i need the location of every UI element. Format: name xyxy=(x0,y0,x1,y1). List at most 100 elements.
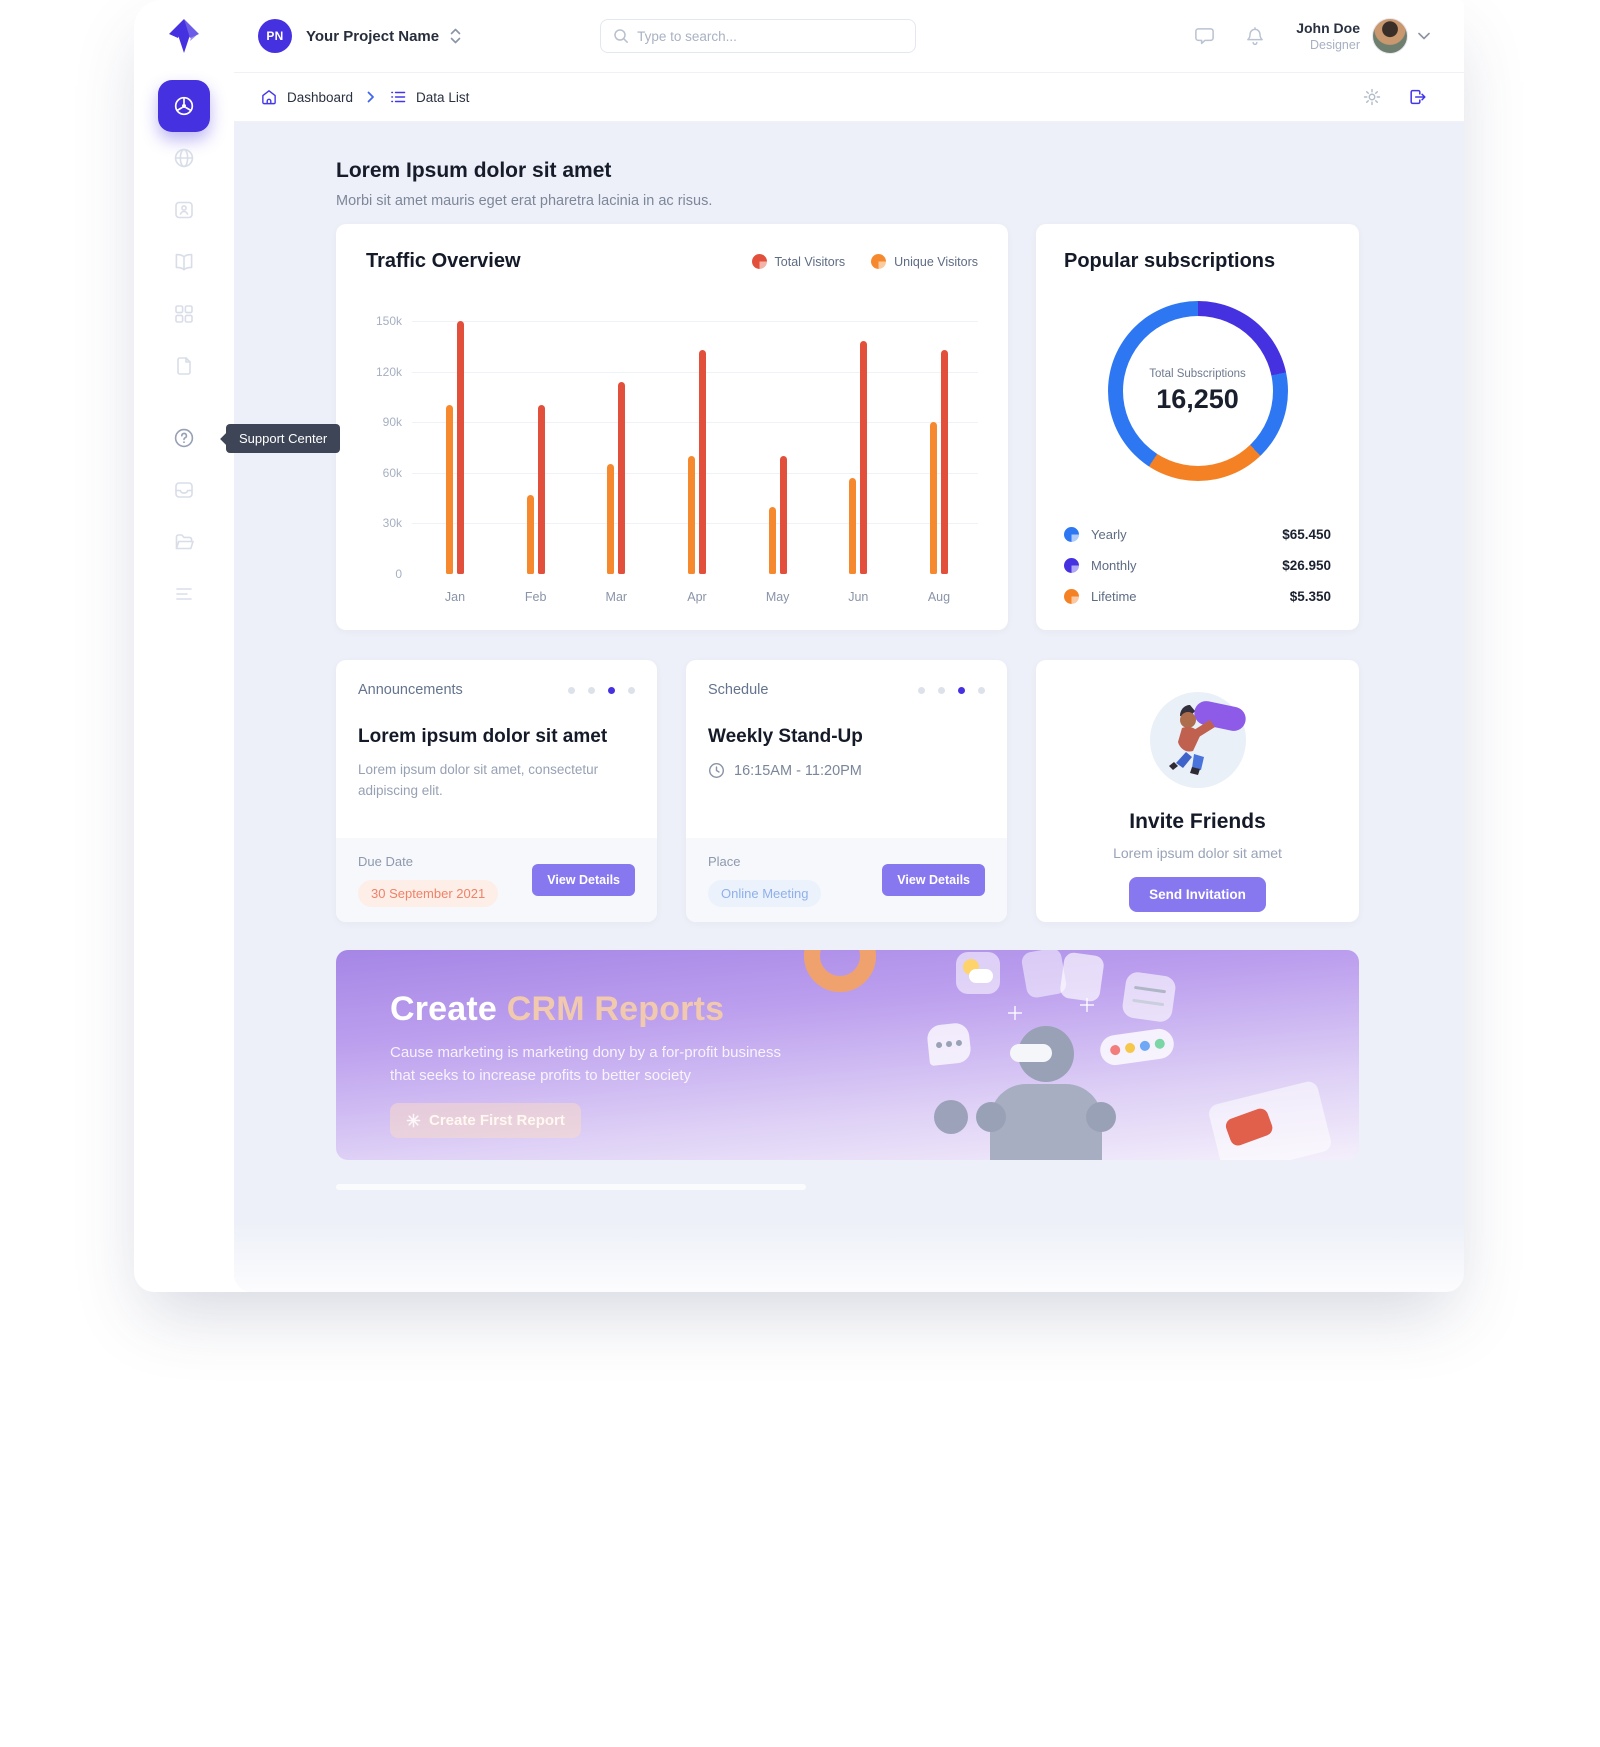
announcements-footer: Due Date 30 September 2021 View Details xyxy=(336,838,657,922)
sparkle-icon xyxy=(406,1113,421,1128)
sidebar-item-folder[interactable] xyxy=(158,516,210,568)
schedule-view-details-button[interactable]: View Details xyxy=(882,864,985,896)
bar-group: Jun xyxy=(848,341,868,604)
invite-subtitle: Lorem ipsum dolor sit amet xyxy=(1113,845,1282,861)
sidebar-item-id-badge[interactable] xyxy=(158,184,210,236)
user-avatar xyxy=(1372,18,1408,54)
schedule-title: Weekly Stand-Up xyxy=(708,726,863,747)
project-name: Your Project Name xyxy=(306,27,440,45)
announcements-view-details-button[interactable]: View Details xyxy=(532,864,635,896)
banner-title: Create CRM Reports xyxy=(390,990,725,1028)
logout-icon xyxy=(1410,89,1426,105)
donut-center-label: Total Subscriptions xyxy=(1149,367,1246,380)
inbox-icon xyxy=(175,482,193,498)
due-date-label: Due Date xyxy=(358,854,413,869)
notifications-button[interactable] xyxy=(1244,25,1266,48)
crm-banner: Create CRM Reports Cause marketing is ma… xyxy=(336,950,1359,1160)
grid-icon xyxy=(175,305,193,323)
app-logo[interactable] xyxy=(160,14,208,58)
sidebar-item-help[interactable] xyxy=(158,412,210,464)
breadcrumb-dashboard[interactable]: Dashboard xyxy=(260,88,353,106)
traffic-title: Traffic Overview xyxy=(366,250,521,272)
decor-vr-person xyxy=(976,1026,1116,1160)
folder-open-icon xyxy=(175,534,194,550)
place-value: Online Meeting xyxy=(708,880,822,907)
breadcrumb-data-list[interactable]: Data List xyxy=(389,88,469,106)
schedule-carousel-dots xyxy=(918,686,985,694)
bell-icon xyxy=(1247,26,1264,45)
settings-button[interactable] xyxy=(1362,87,1382,107)
unfold-icon xyxy=(450,28,461,44)
decor-sparkle xyxy=(1008,1006,1022,1020)
chat-bubble-icon xyxy=(1195,27,1215,44)
document-icon xyxy=(177,357,191,375)
subscriptions-legend: Yearly $65.450 Monthly $26.950 Lifetime $5.35… xyxy=(1064,523,1331,607)
schedule-time: 16:15AM - 11:20PM xyxy=(734,762,862,779)
chart-bar xyxy=(768,507,776,574)
chart-bar xyxy=(779,456,787,574)
logout-button[interactable] xyxy=(1408,87,1428,107)
sidebar-item-book[interactable] xyxy=(158,236,210,288)
sidebar-item-list[interactable] xyxy=(158,568,210,620)
page-subtitle: Morbi sit amet mauris eget erat pharetra… xyxy=(336,193,713,209)
user-menu[interactable]: John Doe Designer xyxy=(1296,18,1430,54)
sidebar-item-dashboard[interactable] xyxy=(158,80,210,132)
support-center-tooltip: Support Center xyxy=(226,424,341,453)
due-date-value: 30 September 2021 xyxy=(358,880,499,907)
invite-friends-card: Invite Friends Lorem ipsum dolor sit ame… xyxy=(1036,660,1359,922)
bar-group: Mar xyxy=(606,382,627,604)
chart-bar xyxy=(526,495,534,574)
subscriptions-donut: Total Subscriptions 16,250 xyxy=(1107,301,1288,481)
donut-center-value: 16,250 xyxy=(1156,383,1239,414)
bar-group: Aug xyxy=(928,350,950,604)
chart-bar xyxy=(849,478,857,574)
id-badge-icon xyxy=(175,201,193,219)
send-invitation-button[interactable]: Send Invitation xyxy=(1129,877,1266,912)
legend-item: Total Visitors xyxy=(751,254,845,269)
carousel-dot[interactable] xyxy=(568,686,575,694)
breadcrumb-separator xyxy=(367,91,375,103)
decor-weather-card xyxy=(956,952,1000,994)
invite-title: Invite Friends xyxy=(1129,810,1266,833)
user-role: Designer xyxy=(1309,38,1360,52)
carousel-dot[interactable] xyxy=(938,686,945,694)
carousel-dot[interactable] xyxy=(588,686,595,694)
invite-illustration xyxy=(1149,692,1246,788)
carousel-dot[interactable] xyxy=(608,686,615,694)
pie-icon xyxy=(751,254,767,269)
chevron-down-icon xyxy=(1418,32,1430,40)
sidebar-item-document[interactable] xyxy=(158,340,210,392)
schedule-footer: Place Online Meeting View Details xyxy=(686,838,1007,922)
carousel-dot[interactable] xyxy=(978,686,985,694)
search-icon xyxy=(614,29,629,43)
announcements-header: Announcements xyxy=(358,682,463,698)
carousel-dot[interactable] xyxy=(958,686,965,694)
topbar-actions: John Doe Designer xyxy=(1165,18,1430,54)
pie-icon xyxy=(1064,588,1079,604)
announcements-carousel-dots xyxy=(568,686,635,694)
chart-bar xyxy=(940,350,948,574)
gear-icon xyxy=(1363,88,1381,106)
carousel-dot[interactable] xyxy=(628,686,635,694)
decor-sparkle xyxy=(1080,998,1094,1012)
carousel-dot[interactable] xyxy=(918,686,925,694)
create-first-report-button[interactable]: Create First Report xyxy=(390,1103,581,1138)
announcement-title: Lorem ipsum dolor sit amet xyxy=(358,726,608,747)
chart-bar xyxy=(698,350,706,574)
main-content: Lorem Ipsum dolor sit amet Morbi sit ame… xyxy=(234,122,1464,1292)
sidebar-item-inbox[interactable] xyxy=(158,464,210,516)
list-icon xyxy=(176,588,192,600)
search-input[interactable] xyxy=(637,28,904,44)
chart-bar xyxy=(860,341,868,574)
book-open-icon xyxy=(175,253,193,271)
messages-button[interactable] xyxy=(1193,25,1216,48)
schedule-card: Schedule Weekly Stand-Up 16:15AM - 11:20… xyxy=(686,660,1007,922)
project-selector[interactable]: PN Your Project Name xyxy=(258,19,462,53)
chart-bar xyxy=(446,405,453,574)
topbar: PN Your Project Name xyxy=(234,0,1464,72)
bar-group: Jan xyxy=(445,321,465,604)
app-window: Support Center PN Your Project Name xyxy=(134,0,1464,1292)
traffic-overview-card: Traffic Overview Total Visitors Unique Vi… xyxy=(336,224,1008,630)
sidebar-item-grid[interactable] xyxy=(158,288,210,340)
sidebar-item-globe[interactable] xyxy=(158,132,210,184)
